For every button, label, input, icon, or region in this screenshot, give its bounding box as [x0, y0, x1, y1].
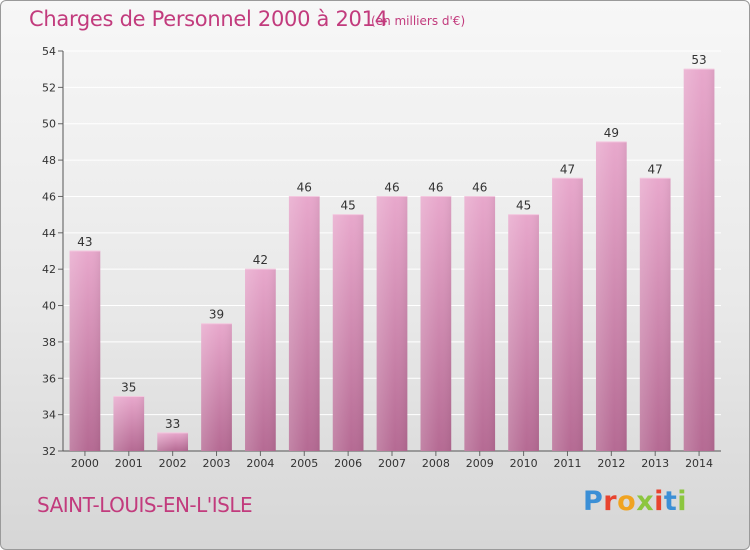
y-tick-label: 44 [42, 227, 56, 240]
bar-highlight [376, 196, 408, 451]
x-tick-label: 2005 [290, 457, 318, 470]
bar-highlight [113, 396, 145, 451]
data-label: 43 [77, 235, 92, 249]
bar-highlight [288, 196, 320, 451]
x-tick-label: 2004 [246, 457, 274, 470]
logo-letter: t [663, 486, 678, 517]
bar-highlight [69, 251, 101, 451]
bar-highlight [508, 214, 539, 451]
data-label: 33 [165, 417, 180, 431]
y-tick-label: 48 [42, 154, 56, 167]
data-label: 53 [691, 53, 706, 67]
data-label: 49 [604, 126, 619, 140]
logo-letter: x [636, 486, 655, 517]
data-label: 46 [384, 180, 399, 194]
x-tick-label: 2007 [378, 457, 406, 470]
data-label: 46 [297, 180, 312, 194]
x-tick-label: 2008 [422, 457, 450, 470]
logo-letter: r [603, 486, 618, 517]
data-label: 47 [560, 162, 575, 176]
x-tick-label: 2012 [597, 457, 625, 470]
bar-highlight [332, 214, 364, 451]
bar-highlight [595, 141, 627, 451]
data-label: 45 [516, 199, 531, 213]
bar-highlight [245, 269, 276, 451]
bar-highlight [201, 323, 232, 451]
commune-name: SAINT-LOUIS-EN-L'ISLE [37, 493, 253, 517]
x-tick-label: 2006 [334, 457, 362, 470]
x-tick-label: 2003 [203, 457, 231, 470]
logo-letter: i [677, 486, 688, 517]
logo-letter: P [583, 486, 604, 517]
y-tick-label: 46 [42, 190, 56, 203]
x-tick-label: 2013 [641, 457, 669, 470]
x-tick-label: 2002 [159, 457, 187, 470]
data-label: 46 [428, 180, 443, 194]
x-tick-label: 2001 [115, 457, 143, 470]
proxiti-logo: Proxiti [583, 486, 687, 517]
y-tick-label: 52 [42, 81, 56, 94]
bar-highlight [683, 69, 715, 451]
x-tick-label: 2010 [510, 457, 538, 470]
chart-subtitle: (en milliers d'€) [371, 14, 466, 28]
x-tick-label: 2014 [685, 457, 713, 470]
y-tick-label: 38 [42, 336, 56, 349]
data-label: 42 [253, 253, 268, 267]
bar-highlight [157, 432, 189, 451]
x-tick-label: 2000 [71, 457, 99, 470]
x-tick-label: 2011 [553, 457, 581, 470]
data-label: 46 [472, 180, 487, 194]
y-tick-label: 42 [42, 263, 56, 276]
y-tick-label: 32 [42, 445, 56, 458]
y-tick-label: 50 [42, 118, 56, 131]
bar-highlight [464, 196, 496, 451]
y-tick-label: 54 [42, 45, 56, 58]
y-tick-label: 36 [42, 372, 56, 385]
data-label: 39 [209, 308, 224, 322]
data-label: 47 [648, 162, 663, 176]
bar-highlight [420, 196, 452, 451]
logo-letter: o [617, 486, 637, 517]
y-tick-label: 34 [42, 409, 56, 422]
bar-highlight [552, 178, 583, 452]
y-tick-label: 40 [42, 300, 56, 313]
data-label: 35 [121, 380, 136, 394]
data-label: 45 [340, 199, 355, 213]
chart-title: Charges de Personnel 2000 à 2014 [29, 7, 388, 31]
x-tick-label: 2009 [466, 457, 494, 470]
logo-letter: i [654, 486, 664, 517]
bar-highlight [639, 178, 671, 452]
